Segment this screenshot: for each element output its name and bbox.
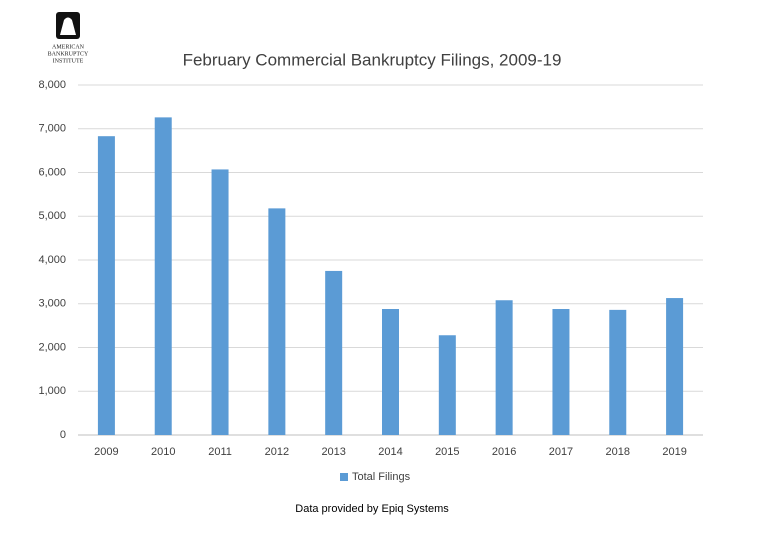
- x-tick-label: 2014: [378, 446, 402, 458]
- bar: [154, 117, 172, 435]
- bar: [552, 309, 570, 435]
- y-tick-label: 5,000: [38, 210, 66, 222]
- y-tick-label: 1,000: [38, 385, 66, 397]
- y-tick-label: 3,000: [38, 298, 66, 310]
- bar: [97, 136, 115, 435]
- x-tick-label: 2018: [606, 446, 630, 458]
- logo-text: AMERICAN: [52, 44, 85, 50]
- bar: [495, 300, 513, 435]
- x-tick-label: 2012: [265, 446, 289, 458]
- note: Data provided by Epiq Systems: [295, 503, 449, 515]
- bar: [438, 335, 456, 435]
- x-tick-label: 2011: [208, 446, 232, 458]
- x-tick-label: 2019: [662, 446, 686, 458]
- legend-label: Total Filings: [352, 471, 411, 483]
- bar: [268, 208, 286, 435]
- x-tick-label: 2009: [94, 446, 118, 458]
- logo-icon-inner: [60, 17, 76, 35]
- chart-title: February Commercial Bankruptcy Filings, …: [183, 50, 562, 69]
- x-tick-label: 2015: [435, 446, 459, 458]
- x-tick-label: 2016: [492, 446, 516, 458]
- x-tick-label: 2017: [549, 446, 573, 458]
- legend-swatch: [340, 473, 348, 481]
- x-tick-label: 2013: [321, 446, 345, 458]
- bar: [666, 298, 684, 435]
- y-tick-label: 2,000: [38, 341, 66, 353]
- logo-text: BANKRUPTCY: [48, 51, 89, 57]
- bar: [325, 270, 343, 435]
- bar: [211, 169, 229, 435]
- bar: [609, 309, 627, 435]
- y-tick-label: 6,000: [38, 166, 66, 178]
- x-tick-label: 2010: [151, 446, 175, 458]
- y-tick-label: 0: [60, 429, 66, 441]
- logo-text: INSTITUTE: [53, 58, 84, 64]
- y-tick-label: 7,000: [38, 123, 66, 135]
- bar: [382, 309, 399, 435]
- logo: AMERICAN BANKRUPTCY INSTITUTE: [48, 12, 89, 64]
- y-tick-label: 4,000: [38, 254, 66, 266]
- y-tick-label: 8,000: [38, 79, 66, 91]
